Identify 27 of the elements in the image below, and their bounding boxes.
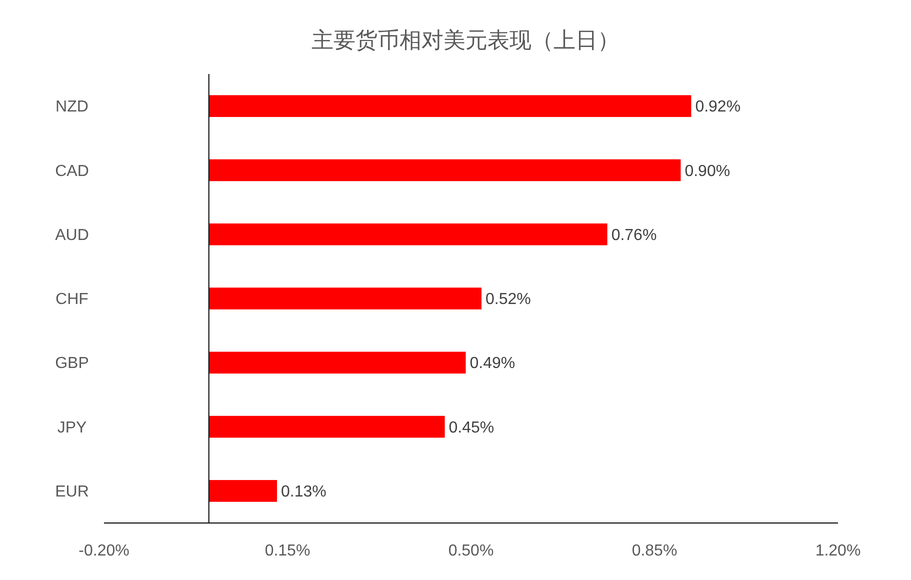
y-tick-label: NZD [56,98,88,116]
y-tick-label: GBP [55,355,89,372]
bar [208,352,466,374]
x-tick-label: -0.20% [78,542,130,560]
data-label: 0.13% [281,484,326,501]
data-label: 0.90% [684,162,730,180]
y-tick-label: JPY [57,419,87,436]
bar [208,288,482,310]
data-label: 0.76% [611,226,657,244]
x-tick-label: 0.15% [264,542,310,560]
y-tick-label: CAD [55,162,89,180]
chart-title: 主要货币相对美元表现（上日） [312,28,620,53]
data-label: 0.92% [695,98,741,116]
bar [208,95,692,117]
data-label: 0.52% [485,291,531,308]
x-tick-label: 0.85% [632,542,678,560]
y-tick-label: EUR [55,484,89,501]
bar [208,416,445,438]
data-label: 0.49% [470,355,516,372]
bar [208,223,608,246]
data-label: 0.45% [448,419,494,436]
bar [208,159,681,182]
x-tick-label: 1.20% [815,542,861,560]
bar [208,480,278,502]
x-tick-label: 0.50% [448,542,494,560]
y-tick-label: AUD [55,226,89,244]
y-tick-label: CHF [56,291,89,308]
